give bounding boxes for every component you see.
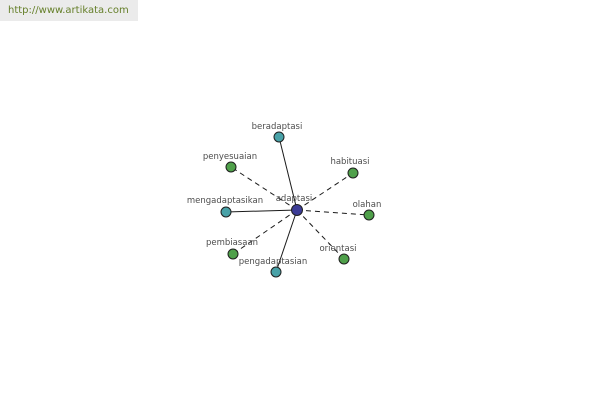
graph-node-pengadaptasian[interactable] — [270, 266, 282, 278]
edge-adaptasi-pembiasaan — [232, 209, 298, 255]
edge-adaptasi-orientasi — [296, 209, 345, 260]
edge-adaptasi-penyesuaian — [230, 166, 298, 211]
graph-node-label-beradaptasi[interactable]: beradaptasi — [252, 122, 303, 132]
site-url-banner: http://www.artikata.com — [0, 0, 138, 21]
graph-node-habituasi[interactable] — [347, 167, 359, 179]
edge-adaptasi-beradaptasi — [278, 136, 298, 211]
graph-node-label-mengadaptasikan[interactable]: mengadaptasikan — [187, 196, 263, 206]
graph-node-olahan[interactable] — [363, 209, 375, 221]
site-url-text: http://www.artikata.com — [8, 5, 129, 16]
graph-node-label-penyesuaian[interactable]: penyesuaian — [203, 152, 257, 162]
graph-node-label-pengadaptasian[interactable]: pengadaptasian — [239, 257, 308, 267]
edge-adaptasi-mengadaptasikan — [225, 209, 298, 213]
graph-node-pembiasaan[interactable] — [227, 248, 239, 260]
graph-node-label-olahan[interactable]: olahan — [353, 200, 382, 210]
graph-node-orientasi[interactable] — [338, 253, 350, 265]
graph-node-beradaptasi[interactable] — [273, 131, 285, 143]
edge-adaptasi-pengadaptasian — [275, 209, 298, 273]
graph-node-label-pembiasaan[interactable]: pembiasaan — [206, 238, 258, 248]
graph-node-mengadaptasikan[interactable] — [220, 206, 232, 218]
edge-adaptasi-olahan — [296, 209, 370, 216]
graph-node-label-adaptasi[interactable]: adaptasi — [276, 194, 313, 204]
graph-node-penyesuaian[interactable] — [225, 161, 237, 173]
graph-node-label-orientasi[interactable]: orientasi — [319, 244, 356, 254]
graph-node-adaptasi[interactable] — [291, 204, 303, 216]
edge-adaptasi-habituasi — [296, 172, 354, 211]
graph-node-label-habituasi[interactable]: habituasi — [330, 157, 369, 167]
